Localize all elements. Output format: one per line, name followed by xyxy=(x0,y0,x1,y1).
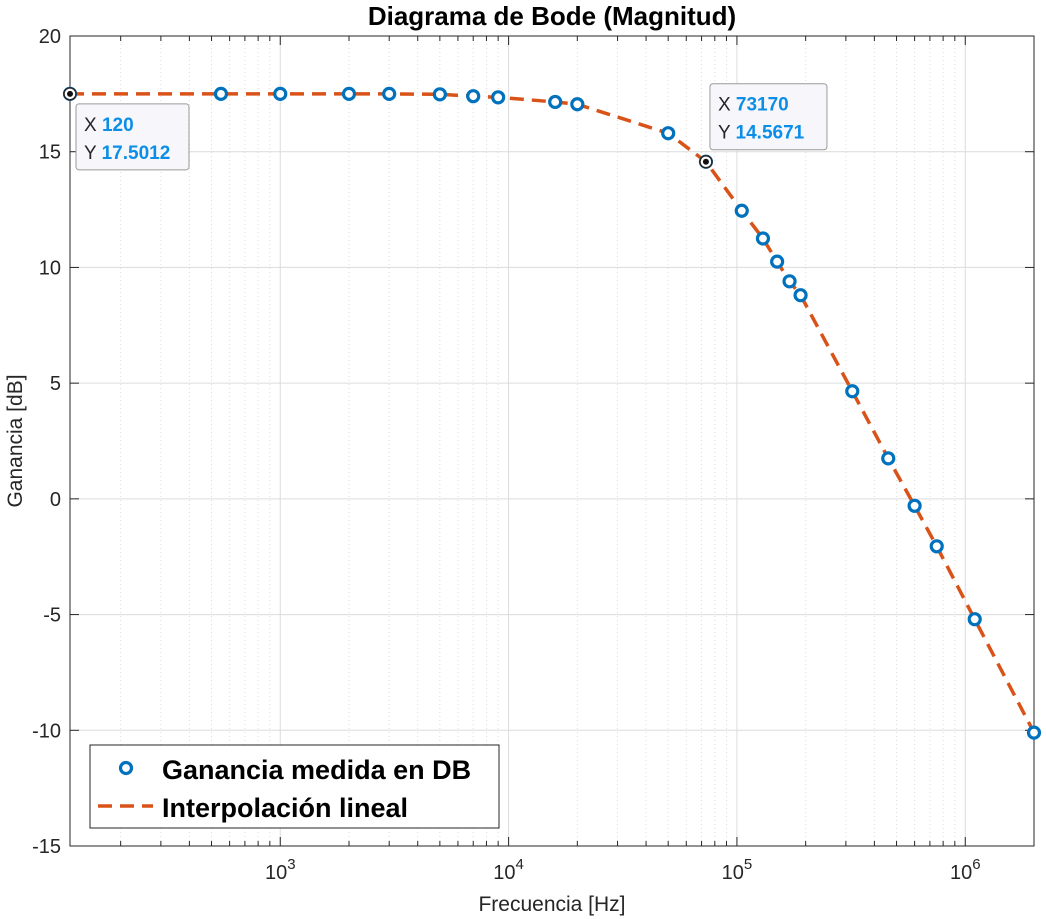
measured-point xyxy=(341,86,357,101)
chart-title: Diagrama de Bode (Magnitud) xyxy=(368,1,736,31)
measured-point xyxy=(734,203,749,218)
y-tick-label: 15 xyxy=(39,142,61,164)
datatips-layer: X 120 Y 17.5012 X 73170 Y 14.5671 xyxy=(63,83,828,171)
legend-marker-measured xyxy=(118,760,134,776)
y-tick-label: -15 xyxy=(32,836,61,858)
datatip-x-line: X 73170 xyxy=(718,95,789,116)
series-layer xyxy=(62,86,1042,740)
y-tick-label: 20 xyxy=(39,26,61,48)
grid xyxy=(70,35,1035,847)
legend-label-interpolation: Interpolación lineal xyxy=(162,793,408,823)
datatip-y-line: Y 17.5012 xyxy=(84,143,170,164)
measured-point xyxy=(213,86,229,101)
measured-point xyxy=(466,89,481,104)
measured-point xyxy=(782,274,797,289)
measured-point xyxy=(881,451,896,466)
x-axis-label: Frecuencia [Hz] xyxy=(478,893,625,916)
datatip-y-line: Y 14.5671 xyxy=(718,123,805,144)
measured-point xyxy=(432,87,447,102)
measured-point xyxy=(907,498,922,513)
y-tick-label: 5 xyxy=(50,373,61,395)
x-tick-label: 105 xyxy=(722,856,753,884)
measured-point xyxy=(929,539,944,554)
legend: Ganancia medida en DB Interpolación linea… xyxy=(89,744,500,829)
measured-point xyxy=(1026,725,1042,740)
y-axis-label: Ganancia [dB] xyxy=(4,374,27,507)
measured-point xyxy=(967,612,982,627)
measured-point xyxy=(570,97,585,112)
datatip-box xyxy=(709,83,828,151)
y-tick-label: 0 xyxy=(50,489,61,511)
measured-point xyxy=(845,384,860,399)
legend-box xyxy=(89,744,500,829)
measured-point xyxy=(491,90,506,105)
measured-point xyxy=(382,86,397,101)
measured-point xyxy=(793,288,808,303)
datatip: X 73170 Y 14.5671 xyxy=(709,83,828,151)
datatip: X 120 Y 17.5012 xyxy=(75,103,190,171)
measured-point xyxy=(755,231,771,246)
datatip-marker xyxy=(702,158,709,165)
y-tick-label: -10 xyxy=(32,720,61,742)
x-tick-label: 104 xyxy=(493,856,524,884)
measured-point xyxy=(661,126,676,141)
interpolation-line xyxy=(69,92,1036,734)
y-tick-label: -5 xyxy=(43,605,61,627)
plot-area xyxy=(69,35,1035,847)
x-tick-label: 103 xyxy=(265,856,296,884)
legend-label-measured: Ganancia medida en DB xyxy=(162,755,471,785)
datatip-box xyxy=(75,103,190,171)
measured-point xyxy=(273,86,288,101)
datatip-marker xyxy=(67,90,73,97)
y-tick-label: 10 xyxy=(39,257,61,279)
measured-point xyxy=(770,254,785,269)
datatip-x-line: X 120 xyxy=(84,115,134,136)
x-tick-label: 106 xyxy=(950,856,981,884)
measured-point xyxy=(548,94,563,110)
